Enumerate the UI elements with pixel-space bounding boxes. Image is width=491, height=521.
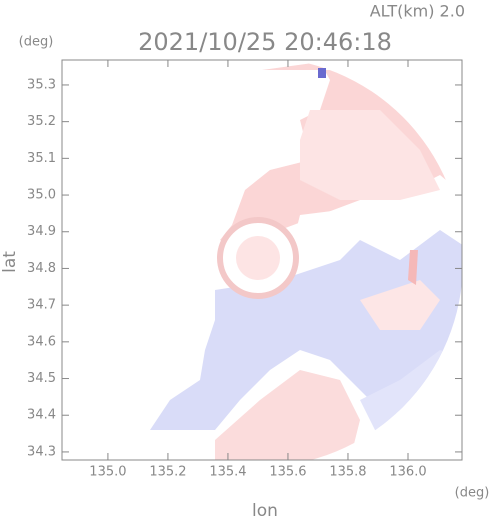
y-tick-label: 35.2 <box>27 114 56 129</box>
y-tick-label: 35.3 <box>27 77 56 92</box>
y-tick-label: 34.6 <box>27 334 56 349</box>
y-tick-label: 34.8 <box>27 261 56 276</box>
y-tick-label: 34.4 <box>27 408 56 423</box>
x-tick-label: 136.0 <box>389 465 426 480</box>
radar-field <box>150 62 462 460</box>
x-tick-label: 135.6 <box>269 465 306 480</box>
y-tick-label: 34.3 <box>27 444 56 459</box>
y-unit: (deg) <box>19 35 54 50</box>
x-axis-label: lon <box>252 501 278 521</box>
y-tick-label: 34.9 <box>27 224 56 239</box>
x-tick-label: 135.0 <box>89 465 126 480</box>
x-unit: (deg) <box>455 486 490 501</box>
y-tick-label: 35.0 <box>27 188 56 203</box>
x-tick-label: 135.2 <box>149 465 186 480</box>
y-axis-label: lat <box>0 251 20 273</box>
x-tick-label: 135.4 <box>209 465 246 480</box>
plot-frame <box>61 59 463 461</box>
chart-title: 2021/10/25 20:46:18 <box>138 28 392 56</box>
y-tick-label: 34.7 <box>27 298 56 313</box>
y-tick-label: 34.5 <box>27 371 56 386</box>
subtitle: ALT(km) 2.0 <box>370 2 465 21</box>
y-tick-label: 35.1 <box>27 151 56 166</box>
x-tick-label: 135.8 <box>329 465 366 480</box>
